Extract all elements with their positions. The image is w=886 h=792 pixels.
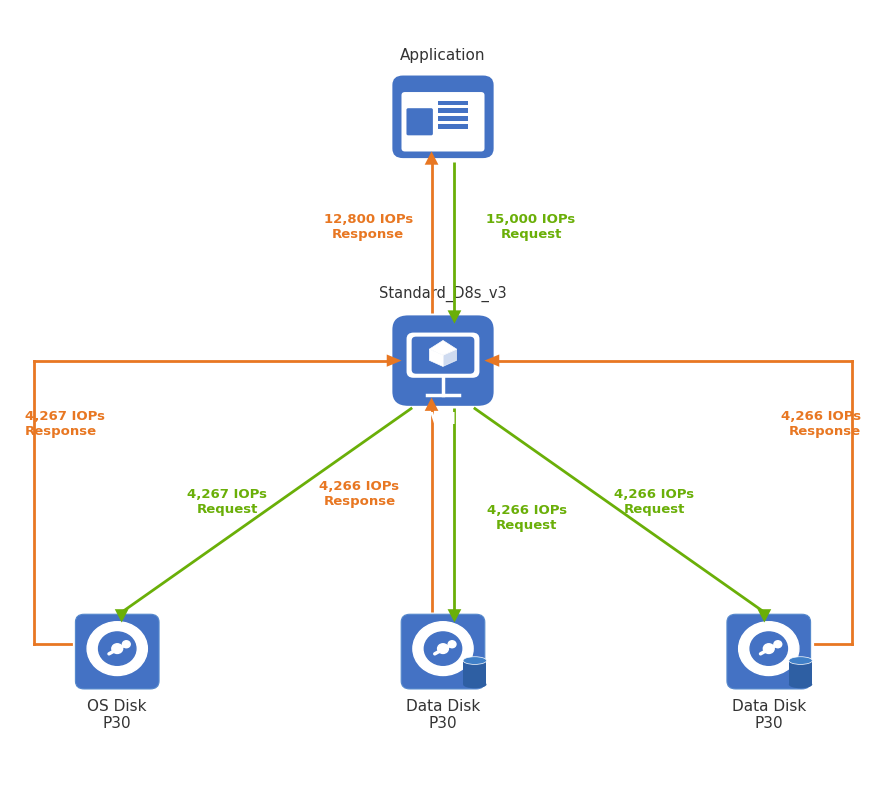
Ellipse shape bbox=[463, 657, 486, 664]
Circle shape bbox=[448, 641, 456, 648]
Text: OS Disk
P30: OS Disk P30 bbox=[88, 699, 147, 731]
Text: 4,267 IOPs
Response: 4,267 IOPs Response bbox=[25, 409, 105, 437]
Text: 4,267 IOPs
Request: 4,267 IOPs Request bbox=[187, 488, 268, 516]
Polygon shape bbox=[447, 609, 462, 623]
Text: Data Disk
P30: Data Disk P30 bbox=[406, 699, 480, 731]
Bar bbox=[789, 661, 812, 684]
Polygon shape bbox=[447, 310, 462, 324]
Circle shape bbox=[739, 622, 799, 676]
Circle shape bbox=[112, 644, 122, 653]
Circle shape bbox=[773, 641, 781, 648]
Polygon shape bbox=[424, 398, 439, 411]
FancyBboxPatch shape bbox=[75, 615, 159, 689]
Text: 4,266 IOPs
Request: 4,266 IOPs Request bbox=[486, 504, 567, 532]
Polygon shape bbox=[115, 609, 128, 623]
FancyBboxPatch shape bbox=[392, 315, 494, 406]
Circle shape bbox=[750, 632, 788, 665]
Text: Data Disk
P30: Data Disk P30 bbox=[732, 699, 806, 731]
Text: VM: VM bbox=[430, 412, 456, 427]
FancyBboxPatch shape bbox=[407, 333, 479, 378]
Circle shape bbox=[438, 644, 448, 653]
Text: 4,266 IOPs
Response: 4,266 IOPs Response bbox=[781, 409, 861, 437]
Ellipse shape bbox=[789, 657, 812, 664]
Bar bbox=[438, 116, 468, 120]
FancyBboxPatch shape bbox=[407, 109, 433, 135]
Polygon shape bbox=[758, 609, 771, 623]
Text: 4,266 IOPs
Response: 4,266 IOPs Response bbox=[319, 480, 400, 508]
Ellipse shape bbox=[463, 680, 486, 688]
FancyBboxPatch shape bbox=[392, 75, 494, 158]
Bar bbox=[438, 109, 468, 113]
Text: 15,000 IOPs
Request: 15,000 IOPs Request bbox=[486, 213, 576, 241]
Text: 4,266 IOPs
Request: 4,266 IOPs Request bbox=[614, 488, 695, 516]
FancyBboxPatch shape bbox=[727, 615, 811, 689]
Polygon shape bbox=[424, 151, 439, 165]
Polygon shape bbox=[387, 355, 401, 367]
Polygon shape bbox=[443, 349, 456, 367]
Ellipse shape bbox=[789, 680, 812, 688]
FancyBboxPatch shape bbox=[401, 92, 485, 151]
Circle shape bbox=[424, 632, 462, 665]
Circle shape bbox=[122, 641, 130, 648]
Bar bbox=[438, 124, 468, 128]
Text: Application: Application bbox=[400, 48, 486, 63]
Bar bbox=[438, 101, 468, 105]
FancyBboxPatch shape bbox=[401, 615, 485, 689]
Circle shape bbox=[413, 622, 473, 676]
Polygon shape bbox=[485, 355, 499, 367]
Text: Standard_D8s_v3: Standard_D8s_v3 bbox=[379, 285, 507, 302]
Circle shape bbox=[764, 644, 774, 653]
Bar bbox=[463, 661, 486, 684]
Circle shape bbox=[87, 622, 147, 676]
Polygon shape bbox=[430, 341, 456, 355]
Polygon shape bbox=[430, 349, 443, 367]
FancyBboxPatch shape bbox=[412, 337, 474, 374]
Circle shape bbox=[98, 632, 136, 665]
Text: 12,800 IOPs
Response: 12,800 IOPs Response bbox=[323, 213, 413, 241]
